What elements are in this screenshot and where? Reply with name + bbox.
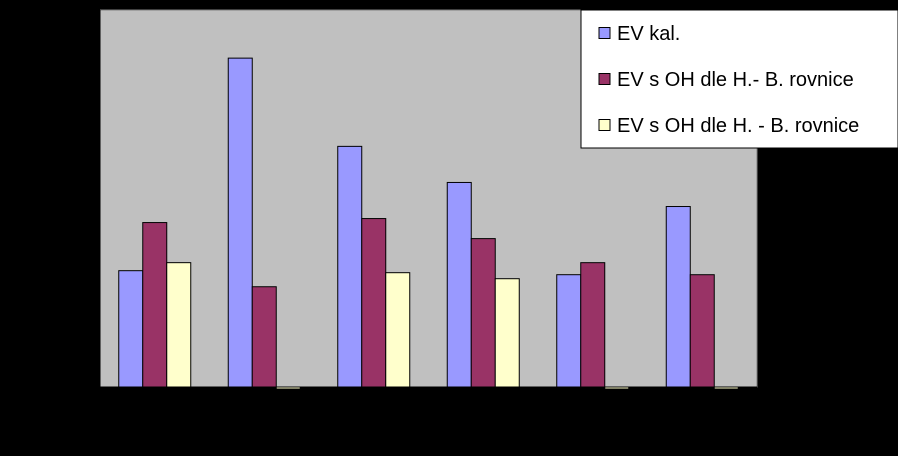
legend-box xyxy=(580,9,898,149)
bar-series-2-cat-2 xyxy=(251,286,277,388)
bar-series-1-cat-6 xyxy=(665,206,691,388)
legend-label-2: EV s OH dle H.- B. rovnice xyxy=(617,69,854,91)
legend-swatch-2 xyxy=(598,73,611,85)
bar-series-3-cat-2 xyxy=(275,386,301,390)
y-axis-ticks xyxy=(95,9,100,388)
bar-series-1-cat-5 xyxy=(556,274,582,388)
bars-group xyxy=(118,57,739,390)
bar-series-2-cat-1 xyxy=(142,222,168,388)
bar-series-2-cat-5 xyxy=(580,262,606,388)
legend: EV kal. EV s OH dle H.- B. rovnice EV s OH… xyxy=(580,9,898,149)
bar-series-2-cat-6 xyxy=(689,274,715,388)
bar-series-2-cat-4 xyxy=(470,238,496,388)
bar-series-3-cat-4 xyxy=(494,278,520,388)
legend-label-3: EV s OH dle H. - B. rovnice xyxy=(617,115,859,137)
bar-series-1-cat-2 xyxy=(227,57,253,388)
legend-swatch-1 xyxy=(598,27,611,39)
bar-series-1-cat-3 xyxy=(337,145,363,388)
legend-label-1: EV kal. xyxy=(617,23,680,45)
bar-series-3-cat-3 xyxy=(385,272,411,388)
bar-series-3-cat-6 xyxy=(713,386,739,390)
bar-series-1-cat-1 xyxy=(118,270,144,388)
bar-series-3-cat-1 xyxy=(166,262,192,388)
bar-series-2-cat-3 xyxy=(361,218,387,388)
bar-series-1-cat-4 xyxy=(446,181,472,388)
legend-swatch-3 xyxy=(598,119,611,131)
bar-series-3-cat-5 xyxy=(604,386,630,390)
